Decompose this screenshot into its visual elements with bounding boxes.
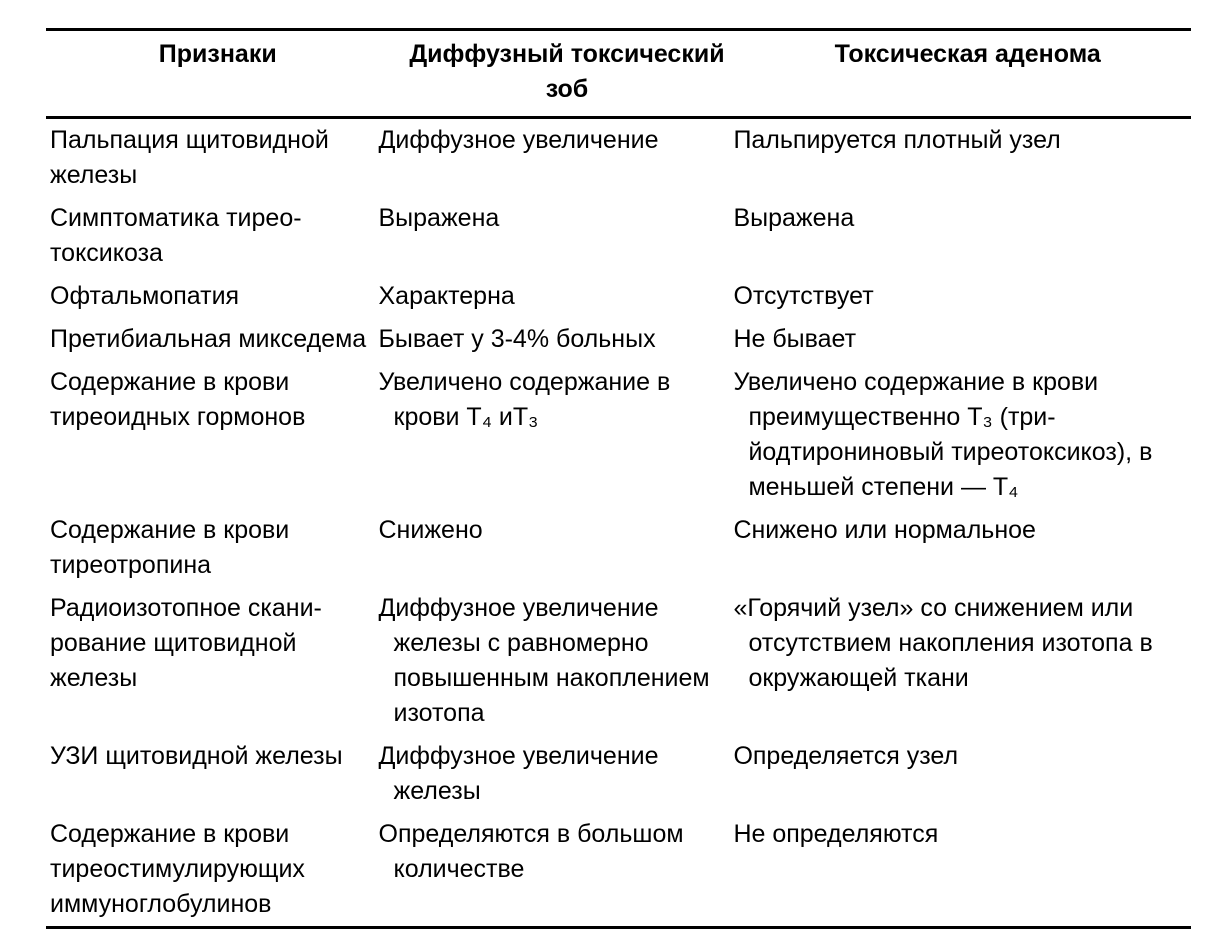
cell-adenoma: Отсутствует bbox=[744, 275, 1191, 318]
cell-adenoma: Выражена bbox=[744, 197, 1191, 275]
table-row: Претибиальная миксе­дема Бывает у 3-4% б… bbox=[46, 318, 1191, 361]
table-row: Офтальмопатия Характерна Отсутствует bbox=[46, 275, 1191, 318]
cell-sign: Содержание в крови тиреостимулирующих им… bbox=[46, 813, 390, 928]
cell-diffuse: Снижено bbox=[390, 509, 745, 587]
comparison-table: Признаки Диффузный токсический зоб Токси… bbox=[46, 28, 1191, 929]
cell-sign: Содержание в крови тиреоидных гормонов bbox=[46, 361, 390, 509]
cell-diffuse: Бывает у 3-4% больных bbox=[390, 318, 745, 361]
col-header-adenoma: Токсическая аденома bbox=[744, 30, 1191, 118]
table-row: УЗИ щитовидной железы Диффузное увеличен… bbox=[46, 735, 1191, 813]
table-row: Содержание в крови тиреоидных гормонов У… bbox=[46, 361, 1191, 509]
col-header-signs: Признаки bbox=[46, 30, 390, 118]
cell-sign: Радиоизотопное скани­рование щитовидной … bbox=[46, 587, 390, 735]
cell-adenoma: Определяется узел bbox=[744, 735, 1191, 813]
cell-sign: Симптоматика тирео­токсикоза bbox=[46, 197, 390, 275]
cell-adenoma: Снижено или нормальное bbox=[744, 509, 1191, 587]
table-row: Радиоизотопное скани­рование щитовидной … bbox=[46, 587, 1191, 735]
table-row: Симптоматика тирео­токсикоза Выражена Вы… bbox=[46, 197, 1191, 275]
cell-adenoma: Не определяются bbox=[744, 813, 1191, 928]
cell-diffuse: Выражена bbox=[390, 197, 745, 275]
col-header-diffuse: Диффузный токсический зоб bbox=[390, 30, 745, 118]
cell-diffuse: Характерна bbox=[390, 275, 745, 318]
table-header: Признаки Диффузный токсический зоб Токси… bbox=[46, 30, 1191, 118]
cell-sign: Содержание в крови тиреотропина bbox=[46, 509, 390, 587]
table-row: Содержание в крови тиреостимулирующих им… bbox=[46, 813, 1191, 928]
cell-sign: Претибиальная миксе­дема bbox=[46, 318, 390, 361]
page: Признаки Диффузный токсический зоб Токси… bbox=[0, 0, 1231, 937]
cell-diffuse: Диффузное увеличение железы с равномерно… bbox=[390, 587, 745, 735]
cell-sign: Офтальмопатия bbox=[46, 275, 390, 318]
table-row: Содержание в крови тиреотропина Снижено … bbox=[46, 509, 1191, 587]
cell-adenoma: Увеличено содержание в крови преимуществ… bbox=[744, 361, 1191, 509]
cell-adenoma: Не бывает bbox=[744, 318, 1191, 361]
cell-diffuse: Диффузное увеличение железы bbox=[390, 735, 745, 813]
table-body: Пальпация щитовидной железы Диффузное ув… bbox=[46, 118, 1191, 928]
cell-diffuse: Диффузное увеличение bbox=[390, 118, 745, 198]
table-row: Пальпация щитовидной железы Диффузное ув… bbox=[46, 118, 1191, 198]
cell-adenoma: Пальпируется плотный узел bbox=[744, 118, 1191, 198]
cell-diffuse: Увеличено содержание в крови Т₄ иТ₃ bbox=[390, 361, 745, 509]
cell-sign: Пальпация щитовидной железы bbox=[46, 118, 390, 198]
cell-adenoma: «Горячий узел» со снижением или отсутств… bbox=[744, 587, 1191, 735]
cell-diffuse: Определяются в боль­шом количестве bbox=[390, 813, 745, 928]
cell-sign: УЗИ щитовидной железы bbox=[46, 735, 390, 813]
